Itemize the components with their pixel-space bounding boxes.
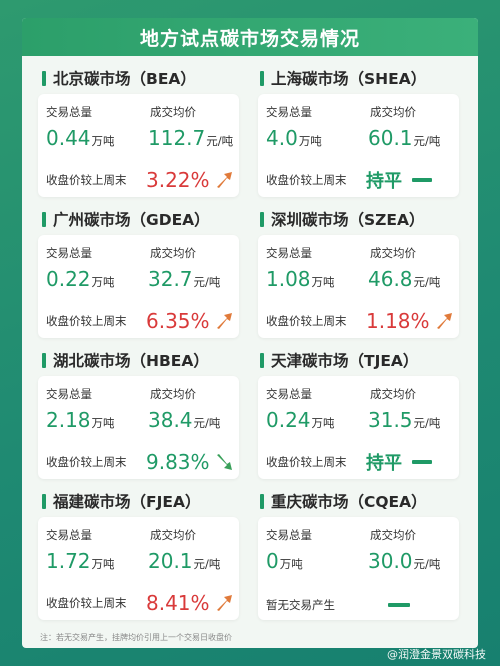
price-label: 成交均价 <box>150 105 196 119</box>
card-fjea: 交易总量 成交均价 1.72万吨 20.1元/吨 收盘价较上周末 8.41% <box>38 517 239 620</box>
accent-bar <box>42 493 46 509</box>
volume-label: 交易总量 <box>46 387 92 401</box>
price-value: 32.7元/吨 <box>148 267 221 291</box>
change-label: 收盘价较上周末 <box>46 596 127 610</box>
change-row: 收盘价较上周末 3.22% <box>46 168 236 192</box>
card-bea: 交易总量 成交均价 0.44万吨 112.7元/吨 收盘价较上周末 3.22% <box>38 94 239 197</box>
market-name: 深圳碳市场（SZEA） <box>271 211 425 229</box>
section-head-bea: 北京碳市场（BEA） <box>42 67 196 89</box>
card-tjea: 交易总量 成交均价 0.24万吨 31.5元/吨 收盘价较上周末 持平 <box>258 376 459 479</box>
change-label: 收盘价较上周末 <box>46 314 127 328</box>
market-name: 广州碳市场（GDEA） <box>53 211 210 229</box>
volume-label: 交易总量 <box>266 528 312 542</box>
price-label: 成交均价 <box>370 246 416 260</box>
change-value: 3.22% <box>146 168 210 192</box>
change-label: 收盘价较上周末 <box>46 455 127 469</box>
accent-bar <box>260 352 264 368</box>
arrow-up-icon <box>436 313 452 329</box>
arrow-up-icon <box>216 313 232 329</box>
price-value: 46.8元/吨 <box>368 267 441 291</box>
section-head-shea: 上海碳市场（SHEA） <box>260 67 426 89</box>
accent-bar <box>42 211 46 227</box>
accent-bar <box>260 493 264 509</box>
accent-bar <box>260 211 264 227</box>
price-label: 成交均价 <box>370 105 416 119</box>
footnote: 注：若无交易产生，挂牌均价引用上一个交易日收盘价 <box>40 633 232 642</box>
no-trade-label: 暂无交易产生 <box>266 598 335 612</box>
change-label: 收盘价较上周末 <box>266 173 347 187</box>
volume-label: 交易总量 <box>266 246 312 260</box>
card-gdea: 交易总量 成交均价 0.22万吨 32.7元/吨 收盘价较上周末 6.35% <box>38 235 239 338</box>
arrow-up-icon <box>216 172 232 188</box>
change-row: 收盘价较上周末 1.18% <box>266 309 456 333</box>
market-name: 湖北碳市场（HBEA） <box>53 352 209 370</box>
price-label: 成交均价 <box>150 528 196 542</box>
accent-bar <box>42 70 46 86</box>
flat-dash-icon <box>388 603 410 607</box>
price-label: 成交均价 <box>370 387 416 401</box>
change-value: 9.83% <box>146 450 210 474</box>
card-cqea: 交易总量 成交均价 0万吨 30.0元/吨 暂无交易产生 <box>258 517 459 620</box>
market-name: 上海碳市场（SHEA） <box>271 70 427 88</box>
arrow-down-icon <box>216 454 232 470</box>
change-row: 收盘价较上周末 6.35% <box>46 309 236 333</box>
change-value: 1.18% <box>366 309 430 333</box>
volume-value: 2.18万吨 <box>46 408 115 432</box>
section-head-gdea: 广州碳市场（GDEA） <box>42 208 210 230</box>
volume-value: 0.24万吨 <box>266 408 335 432</box>
change-row: 收盘价较上周末 持平 <box>266 450 456 474</box>
volume-label: 交易总量 <box>46 105 92 119</box>
volume-value: 1.72万吨 <box>46 549 115 573</box>
section-head-fjea: 福建碳市场（FJEA） <box>42 490 200 512</box>
card-szea: 交易总量 成交均价 1.08万吨 46.8元/吨 收盘价较上周末 1.18% <box>258 235 459 338</box>
change-row: 收盘价较上周末 8.41% <box>46 591 236 615</box>
price-value: 60.1元/吨 <box>368 126 441 150</box>
volume-value: 1.08万吨 <box>266 267 335 291</box>
change-value: 6.35% <box>146 309 210 333</box>
section-head-cqea: 重庆碳市场（CQEA） <box>260 490 427 512</box>
market-name: 天津碳市场（TJEA） <box>271 352 419 370</box>
change-label: 收盘价较上周末 <box>266 455 347 469</box>
change-label: 收盘价较上周末 <box>266 314 347 328</box>
section-head-hbea: 湖北碳市场（HBEA） <box>42 349 209 371</box>
price-value: 31.5元/吨 <box>368 408 441 432</box>
change-row: 收盘价较上周末 持平 <box>266 168 456 192</box>
change-label: 收盘价较上周末 <box>46 173 127 187</box>
page-title: 地方试点碳市场交易情况 <box>22 18 478 56</box>
market-name: 重庆碳市场（CQEA） <box>271 493 427 511</box>
change-value: 持平 <box>366 171 402 192</box>
flat-dash-icon <box>412 178 432 182</box>
change-row: 收盘价较上周末 9.83% <box>46 450 236 474</box>
flat-dash-icon <box>412 460 432 464</box>
price-value: 30.0元/吨 <box>368 549 441 573</box>
volume-label: 交易总量 <box>266 105 312 119</box>
price-label: 成交均价 <box>370 528 416 542</box>
card-shea: 交易总量 成交均价 4.0万吨 60.1元/吨 收盘价较上周末 持平 <box>258 94 459 197</box>
price-value: 112.7元/吨 <box>148 126 234 150</box>
change-value: 持平 <box>366 453 402 474</box>
price-label: 成交均价 <box>150 246 196 260</box>
market-name: 北京碳市场（BEA） <box>53 70 196 88</box>
accent-bar <box>42 352 46 368</box>
section-head-tjea: 天津碳市场（TJEA） <box>260 349 418 371</box>
market-name: 福建碳市场（FJEA） <box>53 493 201 511</box>
volume-value: 4.0万吨 <box>266 126 322 150</box>
volume-label: 交易总量 <box>46 528 92 542</box>
price-value: 38.4元/吨 <box>148 408 221 432</box>
price-value: 20.1元/吨 <box>148 549 221 573</box>
arrow-up-icon <box>216 595 232 611</box>
volume-value: 0万吨 <box>266 549 303 573</box>
price-label: 成交均价 <box>150 387 196 401</box>
section-head-szea: 深圳碳市场（SZEA） <box>260 208 425 230</box>
volume-label: 交易总量 <box>46 246 92 260</box>
volume-value: 0.22万吨 <box>46 267 115 291</box>
volume-value: 0.44万吨 <box>46 126 115 150</box>
volume-label: 交易总量 <box>266 387 312 401</box>
change-value: 8.41% <box>146 591 210 615</box>
card-hbea: 交易总量 成交均价 2.18万吨 38.4元/吨 收盘价较上周末 9.83% <box>38 376 239 479</box>
accent-bar <box>260 70 264 86</box>
watermark: @润澄金景双碳科技 <box>387 648 486 661</box>
